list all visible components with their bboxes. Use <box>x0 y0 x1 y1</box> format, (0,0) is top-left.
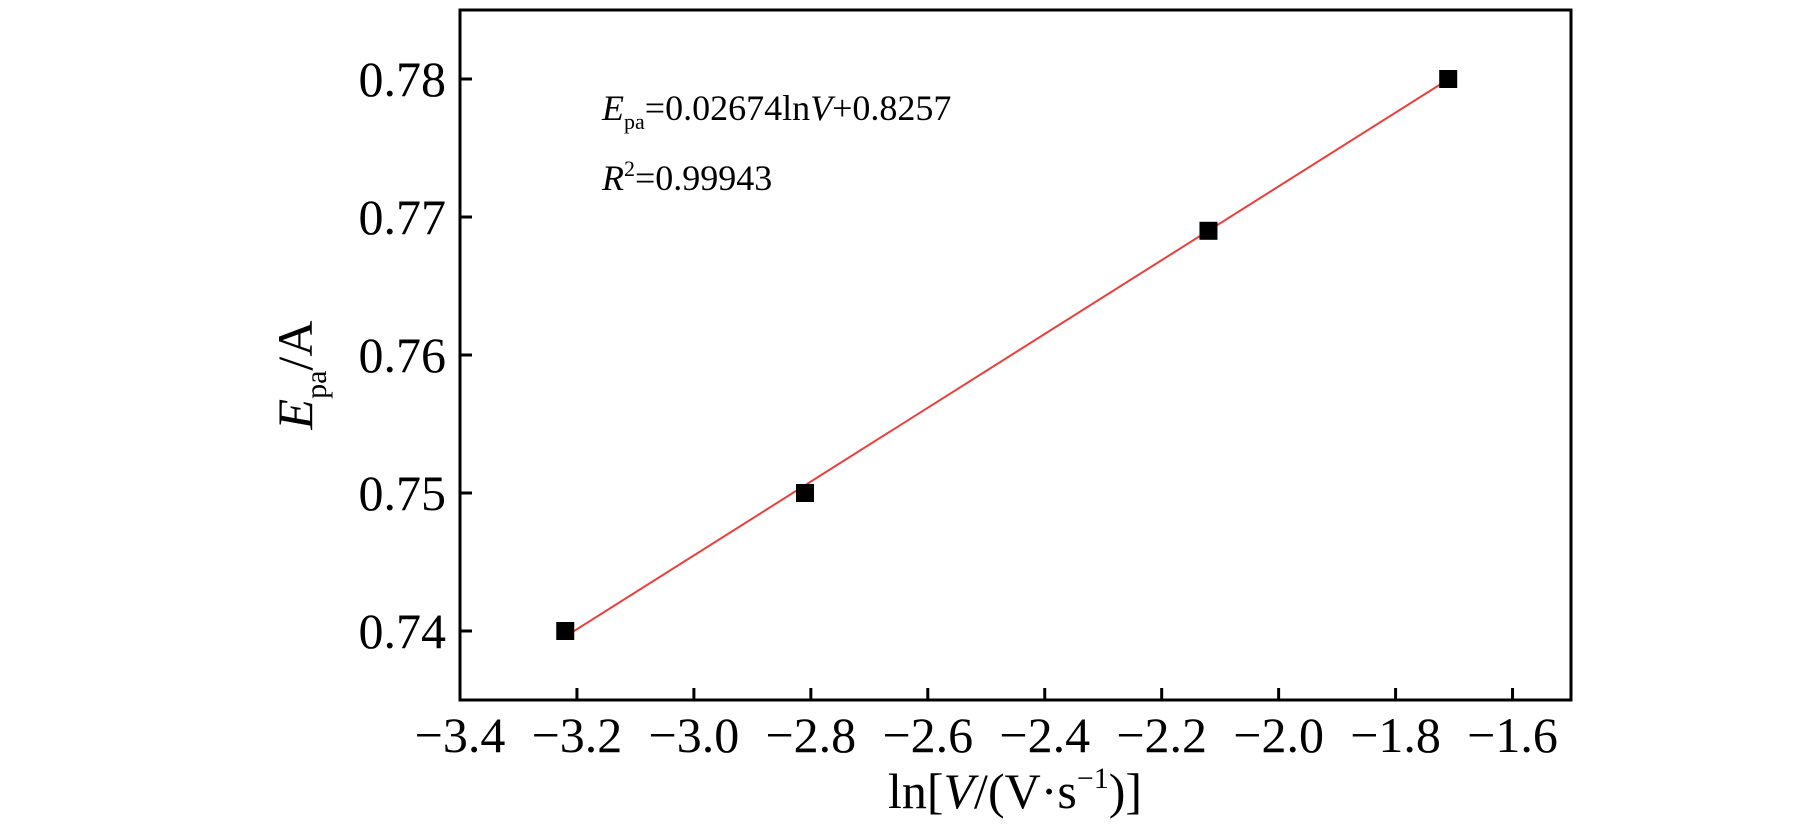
xlabel-sup: −1 <box>1077 762 1109 795</box>
eq-v: V <box>810 88 836 128</box>
fit-equation: Epa=0.02674lnV+0.8257 <box>601 88 951 134</box>
data-point <box>1439 70 1458 88</box>
x-tick-label: −1.8 <box>1350 707 1441 763</box>
y-tick-label: 0.78 <box>359 51 447 107</box>
fit-line-group <box>564 78 1449 638</box>
data-point <box>1199 221 1218 240</box>
x-ticks: −3.4 −3.2 −3.0 −2.8 −2.6 −2.4 −2.2 −2.0 −1.8 −1.6 <box>415 688 1558 763</box>
x-tick-label: −3.2 <box>532 707 623 763</box>
fit-r2: R2=0.99943 <box>601 156 772 198</box>
xlabel-suffix: )] <box>1109 763 1142 819</box>
xlabel-middle: /(V·s <box>974 763 1077 819</box>
xlabel-italic: V <box>944 763 980 819</box>
y-tick-label: 0.74 <box>359 603 447 659</box>
eq-mid: =0.02674ln <box>645 88 810 128</box>
data-point <box>795 484 814 502</box>
x-tick-label: −2.2 <box>1116 707 1207 763</box>
eq-rest: +0.8257 <box>832 88 951 128</box>
data-points <box>556 70 1458 640</box>
y-tick-label: 0.75 <box>359 465 447 521</box>
x-tick-label: −2.8 <box>765 707 856 763</box>
y-tick-label: 0.77 <box>359 189 447 245</box>
data-point <box>556 622 575 640</box>
r2-r: R <box>601 158 624 198</box>
x-tick-label: −1.6 <box>1467 707 1558 763</box>
y-ticks: 0.74 0.75 0.76 0.77 0.78 <box>359 51 472 659</box>
ylabel-italic: E <box>267 399 323 431</box>
xlabel-prefix: ln[ <box>888 763 944 819</box>
x-tick-label: −3.0 <box>649 707 740 763</box>
x-tick-label: −2.4 <box>999 707 1090 763</box>
x-axis-title: ln[V/(V·s−1)] <box>888 762 1142 819</box>
r2-rest: =0.99943 <box>635 158 772 198</box>
x-tick-label: −3.4 <box>415 707 506 763</box>
ylabel-sub: pa <box>300 371 333 399</box>
eq-e: E <box>601 88 624 128</box>
ylabel-suffix: /A <box>267 321 323 371</box>
r2-sup: 2 <box>624 156 635 181</box>
eq-sub: pa <box>624 109 645 134</box>
fit-line <box>564 78 1449 638</box>
x-tick-label: −2.6 <box>882 707 973 763</box>
y-tick-label: 0.76 <box>359 327 447 383</box>
x-tick-label: −2.0 <box>1233 707 1324 763</box>
y-axis-title: Epa/A <box>267 321 333 431</box>
